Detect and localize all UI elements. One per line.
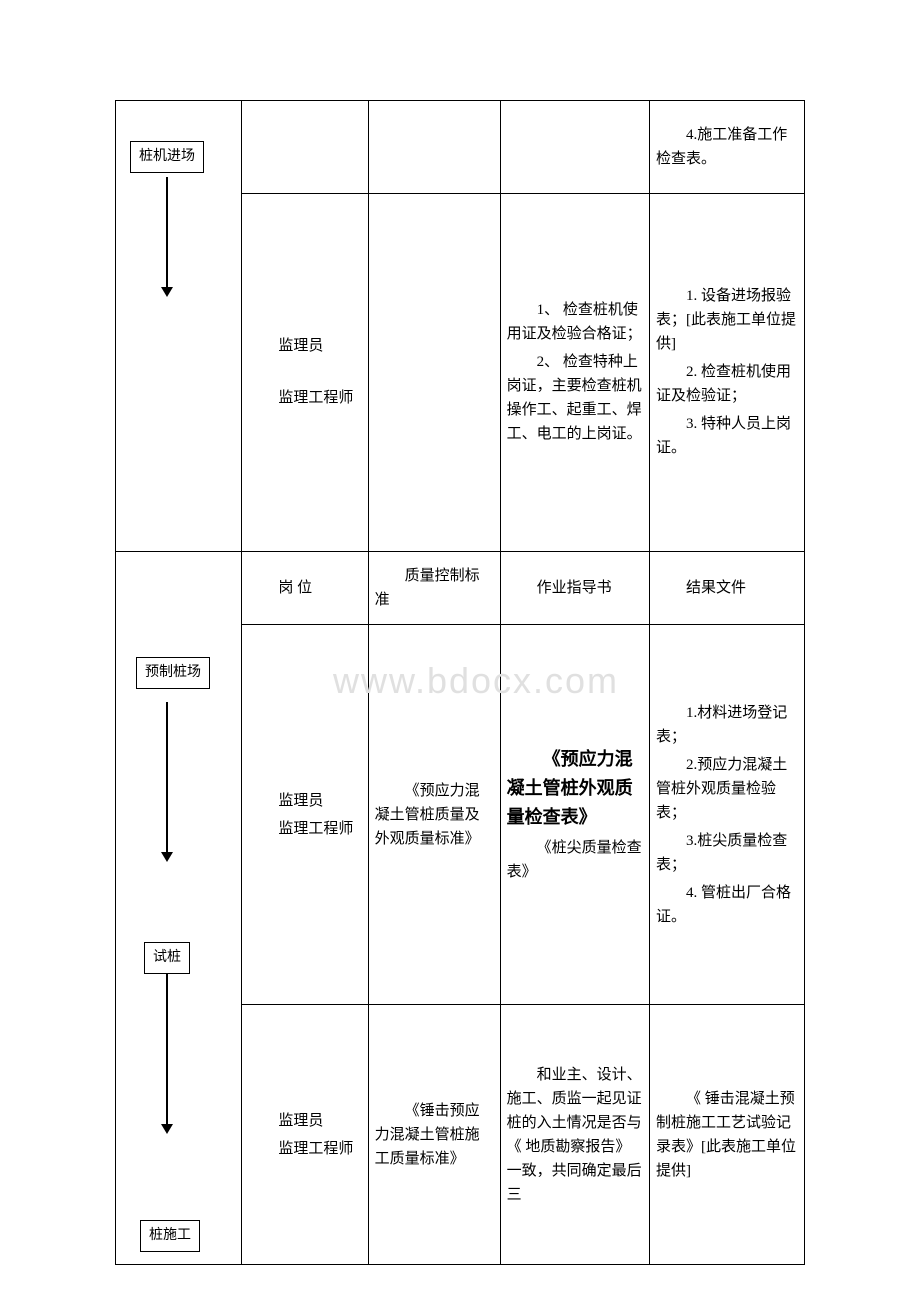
row2-res: 1. 设备进场报验表；[此表施工单位提供] 2. 检查桩机使用证及检验证； 3.… <box>649 193 804 552</box>
row2-res1: 1. 设备进场报验表；[此表施工单位提供] <box>656 284 798 356</box>
row4-std-text: 《锤击预应力混凝土管桩施工质量标准》 <box>375 1099 494 1171</box>
hdr-res: 结果文件 <box>649 552 804 625</box>
arrow-head-2 <box>161 852 173 862</box>
row1-std <box>368 101 500 194</box>
row3-guide-after: 《桩尖质量检查表》 <box>507 836 643 884</box>
row3-pos: 监理员 监理工程师 <box>242 625 368 1005</box>
row2-guide1: 1、 检查桩机使用证及检验合格证； <box>507 298 643 346</box>
arrow-head-1 <box>161 287 173 297</box>
row2-res2: 2. 检查桩机使用证及检验证； <box>656 360 798 408</box>
row3-std: 《预应力混凝土管桩质量及外观质量标准》 <box>368 625 500 1005</box>
hdr-std: 质量控制标准 <box>368 552 500 625</box>
row3-res2: 2.预应力混凝土管桩外观质量检验表； <box>656 753 798 825</box>
hdr-guide: 作业指导书 <box>500 552 649 625</box>
row4-guide: 和业主、设计、施工、质监一起见证桩的入土情况是否与《 地质勘察报告》一致，共同确… <box>500 1005 649 1265</box>
row4-pos2: 监理工程师 <box>248 1137 361 1161</box>
row3-res: 1.材料进场登记表； 2.预应力混凝土管桩外观质量检验表； 3.桩尖质量检查表；… <box>649 625 804 1005</box>
row3-guide: 《预应力混凝土管桩外观质量检查表》 《桩尖质量检查表》 <box>500 625 649 1005</box>
flow-box-2: 预制桩场 <box>136 657 210 689</box>
hdr-pos: 岗 位 <box>242 552 368 625</box>
row1-pos <box>242 101 368 194</box>
row2-guide: 1、 检查桩机使用证及检验合格证； 2、 检查特种上岗证，主要检查桩机操作工、起… <box>500 193 649 552</box>
row2-pos1: 监理员 <box>248 334 361 358</box>
row4-res: 《 锤击混凝土预制桩施工工艺试验记录表》[此表施工单位提供] <box>649 1005 804 1265</box>
row4-res-text: 《 锤击混凝土预制桩施工工艺试验记录表》[此表施工单位提供] <box>656 1087 798 1183</box>
process-table: 桩机进场 4.施工准备工作检查表。 监理员 监理工程师 1、 检查桩机使用证及检… <box>115 100 805 1265</box>
row2-pos: 监理员 监理工程师 <box>242 193 368 552</box>
flow-box-1: 桩机进场 <box>130 141 204 173</box>
row2-pos2: 监理工程师 <box>248 386 361 410</box>
arrow-line-1 <box>166 177 168 287</box>
row3-pos1: 监理员 <box>248 789 361 813</box>
arrow-line-2 <box>166 702 168 852</box>
arrow-head-3 <box>161 1124 173 1134</box>
row4-pos1: 监理员 <box>248 1109 361 1133</box>
row3-res4: 4. 管桩出厂合格证。 <box>656 881 798 929</box>
row1-res: 4.施工准备工作检查表。 <box>649 101 804 194</box>
row1-res-text: 4.施工准备工作检查表。 <box>656 123 798 171</box>
row4-pos: 监理员 监理工程师 <box>242 1005 368 1265</box>
row2-res3: 3. 特种人员上岗证。 <box>656 412 798 460</box>
row4-std: 《锤击预应力混凝土管桩施工质量标准》 <box>368 1005 500 1265</box>
flow-box-3: 试桩 <box>144 942 190 974</box>
header-row: www.bdocx.com 预制桩场 试桩 桩施工 岗 位 质量控制标准 作业指… <box>116 552 805 625</box>
row3-res3: 3.桩尖质量检查表； <box>656 829 798 877</box>
row3-guide-bold: 《预应力混凝土管桩外观质量检查表》 <box>507 745 643 831</box>
row2-std <box>368 193 500 552</box>
row3-pos2: 监理工程师 <box>248 817 361 841</box>
row2-guide2: 2、 检查特种上岗证，主要检查桩机操作工、起重工、焊工、电工的上岗证。 <box>507 350 643 446</box>
flow-box-4: 桩施工 <box>140 1220 200 1252</box>
row3-res1: 1.材料进场登记表； <box>656 701 798 749</box>
flow-cell-2: www.bdocx.com 预制桩场 试桩 桩施工 <box>116 552 242 1265</box>
row1-guide <box>500 101 649 194</box>
arrow-line-3 <box>166 974 168 1124</box>
row4-guide-text: 和业主、设计、施工、质监一起见证桩的入土情况是否与《 地质勘察报告》一致，共同确… <box>507 1063 643 1207</box>
flow-cell-1: 桩机进场 <box>116 101 242 552</box>
row3-std-text: 《预应力混凝土管桩质量及外观质量标准》 <box>375 779 494 851</box>
